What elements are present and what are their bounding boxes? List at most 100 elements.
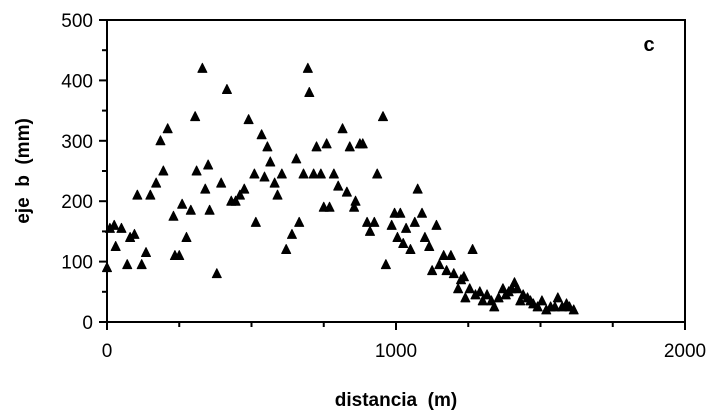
data-point	[552, 292, 563, 303]
x-tick-label: 0	[102, 341, 113, 362]
data-point	[174, 250, 185, 261]
data-point	[464, 283, 475, 294]
data-point	[155, 135, 166, 146]
data-point	[467, 244, 478, 255]
data-point	[489, 301, 500, 312]
data-point	[162, 123, 173, 134]
data-point	[249, 168, 260, 179]
data-points	[102, 62, 579, 315]
data-point	[262, 141, 273, 152]
data-point	[304, 86, 315, 97]
y-axis-title: eje b (mm)	[13, 118, 34, 224]
data-point	[211, 268, 222, 279]
x-tick-label: 2000	[664, 341, 706, 362]
data-point	[272, 189, 283, 200]
data-point	[136, 259, 147, 270]
y-axis-ticks: 0 100 200 300 400 500	[61, 11, 107, 334]
data-point	[477, 295, 488, 306]
data-point	[482, 289, 493, 300]
data-point	[109, 219, 120, 230]
data-point	[445, 250, 456, 261]
data-point	[515, 295, 526, 306]
data-point	[549, 301, 560, 312]
data-point	[349, 201, 360, 212]
data-point	[265, 156, 276, 167]
data-point	[302, 62, 313, 73]
data-point	[386, 219, 397, 230]
y-tick-label: 0	[82, 313, 93, 334]
data-point	[308, 168, 319, 179]
data-point	[151, 177, 162, 188]
data-point	[412, 183, 423, 194]
data-point	[427, 265, 438, 276]
data-point	[409, 216, 420, 227]
data-point	[401, 222, 412, 233]
data-point	[158, 165, 169, 176]
data-point	[448, 268, 459, 279]
data-point	[311, 141, 322, 152]
data-point	[337, 123, 348, 134]
data-point	[259, 171, 270, 182]
data-point	[298, 168, 309, 179]
data-point	[291, 153, 302, 164]
data-point	[369, 216, 380, 227]
data-point	[185, 204, 196, 215]
data-point	[286, 228, 297, 239]
y-tick-label: 200	[61, 192, 93, 213]
data-point	[405, 244, 416, 255]
data-point	[438, 250, 449, 261]
data-point	[474, 286, 485, 297]
data-point	[532, 301, 543, 312]
data-point	[357, 138, 368, 149]
data-point	[434, 259, 445, 270]
data-point	[234, 189, 245, 200]
data-point	[362, 216, 373, 227]
data-point	[395, 207, 406, 218]
data-point	[221, 83, 232, 94]
data-point	[116, 222, 127, 233]
data-point	[129, 228, 140, 239]
data-point	[493, 292, 504, 303]
y-tick-label: 100	[61, 253, 93, 274]
data-point	[132, 189, 143, 200]
data-point	[190, 111, 201, 122]
data-point	[181, 231, 192, 242]
data-point	[377, 111, 388, 122]
data-point	[141, 247, 152, 258]
data-point	[512, 283, 523, 294]
data-point	[110, 241, 121, 251]
data-point	[197, 62, 208, 73]
data-point	[441, 265, 452, 276]
data-point	[177, 198, 188, 209]
data-point	[458, 271, 469, 282]
data-point	[341, 186, 352, 197]
data-point	[460, 292, 471, 303]
data-point	[364, 225, 375, 236]
x-axis-ticks: 0 1000 2000	[102, 322, 706, 362]
data-point	[204, 204, 215, 215]
data-point	[398, 237, 409, 248]
data-point	[203, 159, 214, 170]
data-point	[200, 183, 211, 194]
data-point	[281, 244, 292, 255]
data-point	[102, 262, 112, 273]
panel-label: c	[643, 34, 654, 56]
data-point	[216, 177, 227, 188]
data-point	[315, 168, 326, 179]
data-point	[191, 165, 202, 176]
data-point	[333, 180, 344, 191]
data-point	[122, 259, 133, 270]
data-point	[294, 216, 305, 227]
data-point	[453, 283, 464, 294]
data-point	[168, 210, 179, 221]
data-point	[417, 207, 428, 218]
data-point	[536, 295, 547, 306]
data-point	[372, 168, 383, 179]
data-point	[269, 177, 280, 188]
data-point	[321, 138, 332, 149]
data-point	[380, 259, 391, 270]
data-point	[250, 216, 261, 227]
y-tick-label: 400	[61, 71, 93, 92]
data-point	[324, 201, 335, 212]
